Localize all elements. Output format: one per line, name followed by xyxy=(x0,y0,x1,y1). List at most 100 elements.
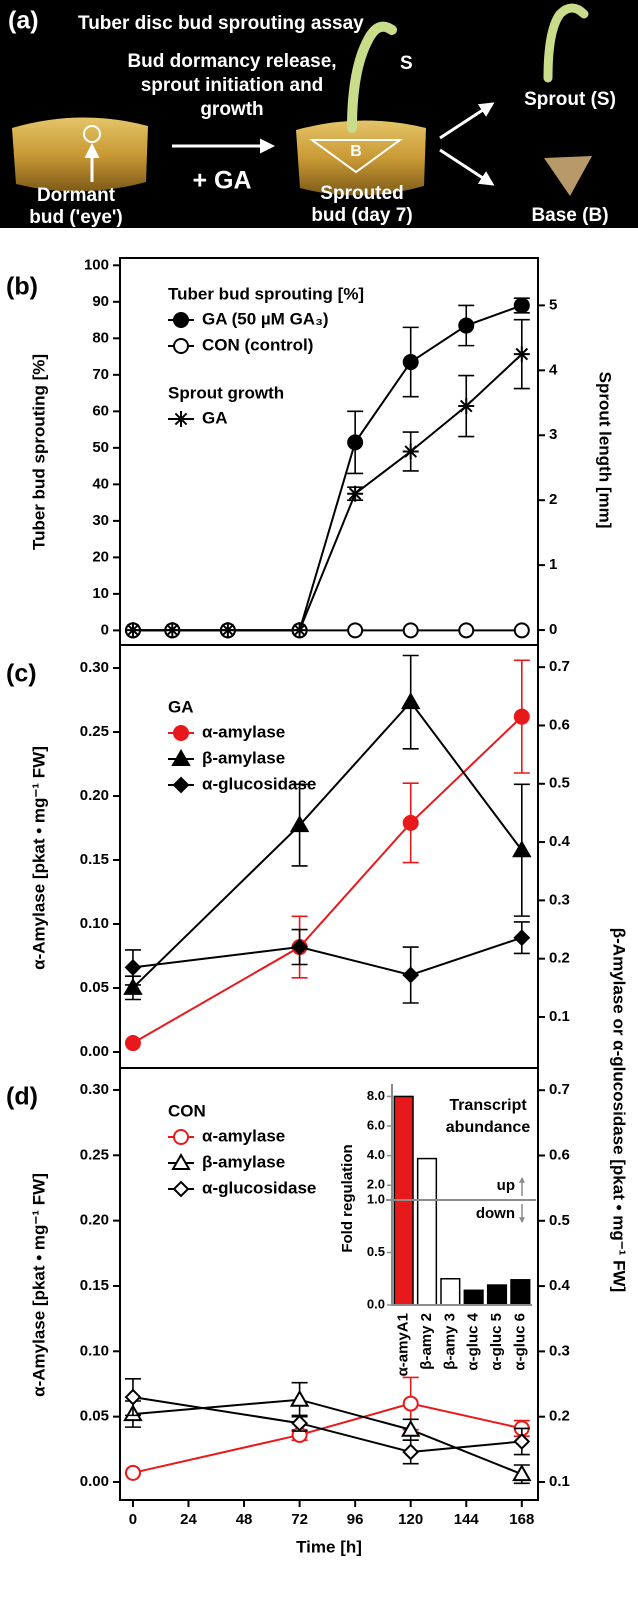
x-axis-label: Time [h] xyxy=(296,1537,362,1556)
series-line xyxy=(132,700,523,989)
marker xyxy=(402,814,419,831)
marker xyxy=(513,1433,531,1450)
sprout-photo xyxy=(347,21,397,133)
legend-label: α-amylase xyxy=(202,722,285,741)
x-tick-label: 72 xyxy=(291,1511,308,1528)
y-tick-label: 0.25 xyxy=(80,723,109,740)
marker xyxy=(513,297,530,314)
marker xyxy=(402,622,419,639)
series-line xyxy=(132,1398,523,1476)
marker xyxy=(458,622,475,639)
panel-label: (d) xyxy=(6,1083,38,1111)
y2-axis-label: β-Amylase or α-glucosidase [pkat • mg⁻¹ … xyxy=(610,928,629,1292)
legend-label: α-amylase xyxy=(202,1126,285,1145)
process-text: sprout initiation and xyxy=(141,75,324,96)
legend-marker xyxy=(173,312,189,328)
x-tick-label: 24 xyxy=(180,1511,197,1528)
y-tick-label: 0.00 xyxy=(80,1043,109,1060)
y2-tick-label: 0.3 xyxy=(549,891,570,908)
inset-title: abundance xyxy=(446,1119,531,1136)
marker xyxy=(219,622,236,639)
annotation: down xyxy=(476,1205,515,1222)
x-tick-label: β-amy 3 xyxy=(441,1313,458,1370)
y2-tick-label: 0.5 xyxy=(549,1212,570,1229)
y2-tick-label: 5 xyxy=(549,296,557,313)
marker xyxy=(513,622,530,639)
marker xyxy=(402,1443,420,1461)
marker xyxy=(291,1414,309,1432)
bar xyxy=(463,1289,484,1306)
y-tick-label: 4.0 xyxy=(367,1147,385,1162)
y-tick-label: 60 xyxy=(92,402,109,419)
legend-marker xyxy=(173,725,189,741)
y-tick-label: 1.0 xyxy=(367,1191,385,1206)
split-arrow xyxy=(439,102,495,140)
y-tick-label: 0 xyxy=(101,621,109,638)
bar xyxy=(440,1278,461,1306)
y2-tick-label: 0.1 xyxy=(549,1008,570,1025)
y2-tick-label: 0.2 xyxy=(549,1408,570,1425)
sprout-detail-photo xyxy=(543,3,589,83)
marker xyxy=(402,354,419,371)
y-tick-label: 100 xyxy=(84,256,109,273)
base-detail-photo xyxy=(544,156,592,196)
y-tick-label: 0.0 xyxy=(367,1296,385,1311)
y-tick-label: 0.15 xyxy=(80,851,109,868)
x-tick-label: α-gluc 4 xyxy=(465,1312,482,1370)
y2-tick-label: 1 xyxy=(549,556,557,573)
y2-tick-label: 0.1 xyxy=(549,1473,570,1490)
legend-label: α-glucosidase xyxy=(202,1178,316,1197)
marker xyxy=(164,622,181,639)
marker xyxy=(124,1035,141,1052)
y-tick-label: 30 xyxy=(92,512,109,529)
y-tick-label: 80 xyxy=(92,329,109,346)
process-text: Bud dormancy release, xyxy=(127,51,336,72)
process-text: growth xyxy=(200,99,263,120)
legend-marker xyxy=(173,1129,189,1145)
y-tick-label: 6.0 xyxy=(367,1117,385,1132)
marker xyxy=(458,398,475,415)
sprouted-text: bud (day 7) xyxy=(311,205,412,226)
y-tick-label: 0.30 xyxy=(80,1081,109,1098)
legend-label: CON (control) xyxy=(202,335,313,354)
y2-tick-label: 0.5 xyxy=(549,775,570,792)
marker xyxy=(513,708,530,725)
base-label: Base (B) xyxy=(531,205,608,226)
y2-tick-label: 0.6 xyxy=(549,716,570,733)
panel-label: (b) xyxy=(6,273,38,301)
marker xyxy=(291,622,308,639)
annotation: up xyxy=(497,1177,515,1194)
y2-tick-label: 0.3 xyxy=(549,1342,570,1359)
y-tick-label: 8.0 xyxy=(367,1088,385,1103)
series-line xyxy=(132,1402,523,1474)
x-tick-label: 48 xyxy=(236,1511,253,1528)
marker xyxy=(512,840,532,858)
panel-a: (a) Tuber disc bud sprouting assay Bud d… xyxy=(0,0,638,228)
series-line xyxy=(132,1396,522,1453)
y-tick-label: 0.10 xyxy=(80,1342,109,1359)
treatment-text: + GA xyxy=(192,167,251,195)
y2-tick-label: 0.2 xyxy=(549,950,570,967)
y-tick-label: 0.30 xyxy=(80,659,109,676)
marker xyxy=(513,346,530,363)
panel-label: (c) xyxy=(6,660,37,688)
y-tick-label: 70 xyxy=(92,366,109,383)
x-tick-label: 168 xyxy=(509,1511,534,1528)
x-tick-label: 144 xyxy=(454,1511,480,1528)
y2-tick-label: 2 xyxy=(549,491,557,508)
y2-tick-label: 0 xyxy=(549,621,557,638)
y-tick-label: 2.0 xyxy=(367,1177,385,1192)
split-arrow xyxy=(439,148,495,186)
marker xyxy=(347,622,364,639)
marker xyxy=(124,622,141,639)
legend-marker xyxy=(172,776,190,794)
y2-tick-label: 3 xyxy=(549,426,557,443)
y2-tick-label: 4 xyxy=(549,361,558,378)
marker xyxy=(289,815,310,833)
inset-y-label: Fold regulation xyxy=(339,1144,356,1252)
x-tick-label: α-gluc 6 xyxy=(511,1313,528,1371)
marker xyxy=(291,938,309,956)
y2-tick-label: 0.6 xyxy=(549,1146,570,1163)
legend-marker xyxy=(172,1180,190,1198)
